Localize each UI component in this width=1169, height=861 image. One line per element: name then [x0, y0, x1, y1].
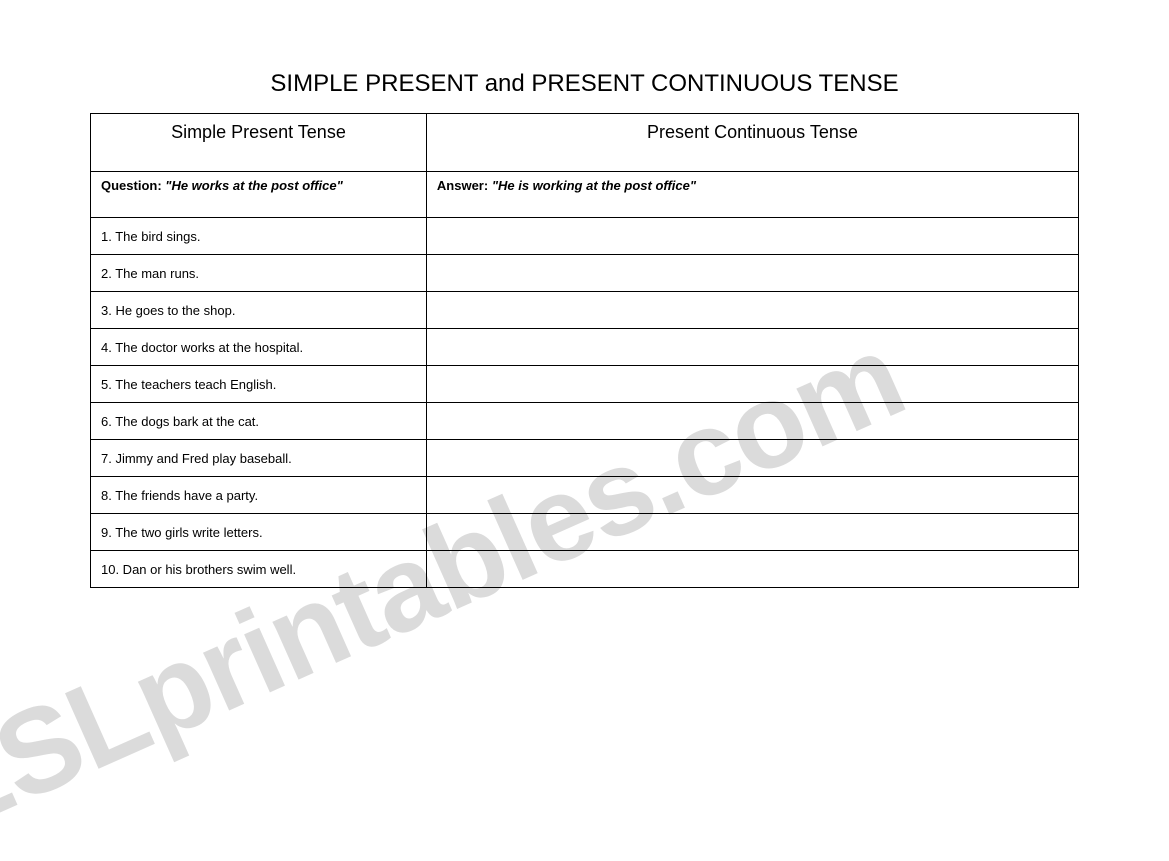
answer-cell[interactable] — [426, 403, 1078, 440]
example-answer-label: Answer: — [437, 178, 492, 193]
header-simple-present: Simple Present Tense — [91, 114, 427, 172]
table-row: 7. Jimmy and Fred play baseball. — [91, 440, 1079, 477]
question-cell: 10. Dan or his brothers swim well. — [91, 551, 427, 588]
example-question-cell: Question: "He works at the post office" — [91, 172, 427, 218]
header-present-continuous: Present Continuous Tense — [426, 114, 1078, 172]
answer-cell[interactable] — [426, 292, 1078, 329]
example-question-text: "He works at the post office" — [165, 178, 343, 193]
table-row: 6. The dogs bark at the cat. — [91, 403, 1079, 440]
question-cell: 7. Jimmy and Fred play baseball. — [91, 440, 427, 477]
table-row: 5. The teachers teach English. — [91, 366, 1079, 403]
table-row: 3. He goes to the shop. — [91, 292, 1079, 329]
question-cell: 1. The bird sings. — [91, 218, 427, 255]
question-cell: 4. The doctor works at the hospital. — [91, 329, 427, 366]
example-question-label: Question: — [101, 178, 165, 193]
worksheet-container: SIMPLE PRESENT and PRESENT CONTINUOUS TE… — [0, 0, 1169, 588]
answer-cell[interactable] — [426, 329, 1078, 366]
example-row: Question: "He works at the post office" … — [91, 172, 1079, 218]
question-cell: 9. The two girls write letters. — [91, 514, 427, 551]
table-row: 2. The man runs. — [91, 255, 1079, 292]
table-row: 4. The doctor works at the hospital. — [91, 329, 1079, 366]
table-row: 9. The two girls write letters. — [91, 514, 1079, 551]
worksheet-table: Simple Present Tense Present Continuous … — [90, 113, 1079, 588]
answer-cell[interactable] — [426, 551, 1078, 588]
answer-cell[interactable] — [426, 366, 1078, 403]
table-row: 8. The friends have a party. — [91, 477, 1079, 514]
question-cell: 8. The friends have a party. — [91, 477, 427, 514]
table-header-row: Simple Present Tense Present Continuous … — [91, 114, 1079, 172]
table-row: 10. Dan or his brothers swim well. — [91, 551, 1079, 588]
question-cell: 3. He goes to the shop. — [91, 292, 427, 329]
page-title: SIMPLE PRESENT and PRESENT CONTINUOUS TE… — [90, 70, 1079, 98]
question-cell: 5. The teachers teach English. — [91, 366, 427, 403]
example-answer-cell: Answer: "He is working at the post offic… — [426, 172, 1078, 218]
question-cell: 6. The dogs bark at the cat. — [91, 403, 427, 440]
answer-cell[interactable] — [426, 514, 1078, 551]
answer-cell[interactable] — [426, 218, 1078, 255]
example-answer-text: "He is working at the post office" — [492, 178, 696, 193]
answer-cell[interactable] — [426, 440, 1078, 477]
table-row: 1. The bird sings. — [91, 218, 1079, 255]
answer-cell[interactable] — [426, 477, 1078, 514]
answer-cell[interactable] — [426, 255, 1078, 292]
question-cell: 2. The man runs. — [91, 255, 427, 292]
